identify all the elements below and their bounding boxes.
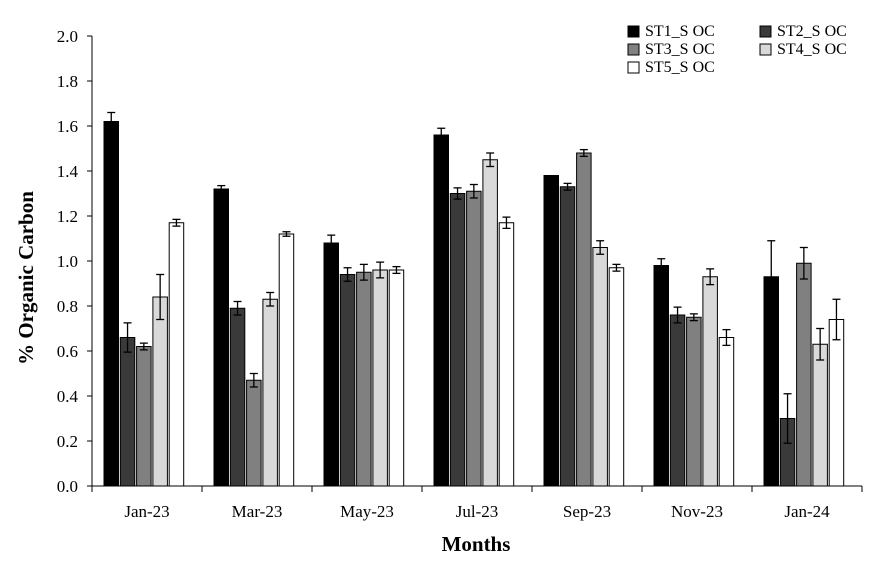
y-tick-label: 0.2 (57, 432, 78, 451)
x-tick-label: Jul-23 (456, 502, 499, 521)
x-axis: Jan-23 Mar-23 May-23 Jul-23 Sep-23 Nov-23 Jan-… (91, 485, 863, 521)
legend-label: ST1_S OC (645, 23, 715, 40)
x-tick-label: Jan-23 (124, 502, 169, 521)
bar-st4-s-oc-may-23 (372, 269, 388, 487)
x-tick-label: Sep-23 (563, 502, 611, 521)
bar-st3-s-oc-jan-23 (136, 346, 152, 487)
bar-st4-s-oc-nov-23 (702, 276, 718, 487)
bar-st2-s-oc-mar-23 (229, 307, 246, 487)
bar-st1-s-oc-jan-23 (103, 121, 119, 487)
bar-st3-s-oc-sep-23 (576, 152, 592, 487)
bar-st1-s-oc-sep-23 (543, 175, 559, 487)
y-axis: 0.0 0.2 0.4 0.6 0.8 1.0 1.2 1.4 1.6 1.8 2.0 (57, 27, 93, 496)
bar-st3-s-oc-mar-23 (246, 379, 262, 487)
bar-st5-s-oc-jan-23 (168, 222, 185, 487)
bar-st5-s-oc-jul-23 (498, 222, 515, 487)
x-tick-label: Mar-23 (232, 502, 283, 521)
bar-st4-s-oc-mar-23 (262, 298, 278, 487)
legend-label: ST2_S OC (777, 23, 847, 40)
y-tick-label: 1.4 (57, 162, 79, 181)
bar-st5-s-oc-may-23 (388, 269, 405, 487)
legend-swatch (759, 43, 772, 56)
bar-st3-s-oc-may-23 (356, 271, 372, 487)
y-tick-label: 1.2 (57, 207, 78, 226)
x-tick-label: Jan-24 (784, 502, 830, 521)
bar-st4-s-oc-jan-23 (152, 296, 168, 487)
bar-st2-s-oc-may-23 (339, 274, 356, 487)
bar-st2-s-oc-jan-23 (119, 337, 136, 487)
legend-swatch (759, 25, 772, 38)
y-tick-label: 1.8 (57, 72, 78, 91)
bar-st4-s-oc-jul-23 (482, 159, 498, 487)
bar-st5-s-oc-jan-24 (828, 319, 845, 487)
bar-st5-s-oc-nov-23 (718, 337, 735, 487)
bar-st3-s-oc-nov-23 (686, 316, 702, 487)
y-tick-label: 1.0 (57, 252, 78, 271)
y-tick-label: 0.8 (57, 297, 78, 316)
y-tick-label: 2.0 (57, 27, 78, 46)
bar-st2-s-oc-jul-23 (449, 193, 466, 487)
bar-st5-s-oc-mar-23 (278, 233, 295, 487)
legend-swatch (627, 61, 640, 74)
bar-st3-s-oc-jul-23 (466, 190, 482, 487)
x-tick-label: Nov-23 (671, 502, 723, 521)
legend-label: ST3_S OC (645, 41, 715, 58)
legend-swatch (627, 25, 640, 38)
y-tick-label: 0.6 (57, 342, 78, 361)
x-axis-title: Months (442, 532, 511, 556)
legend-label: ST4_S OC (777, 41, 847, 58)
bar-st4-s-oc-sep-23 (592, 247, 608, 487)
x-tick-label: May-23 (340, 502, 394, 521)
y-tick-label: 0.4 (57, 387, 79, 406)
bar-st3-s-oc-jan-24 (796, 262, 812, 487)
bars (103, 111, 845, 487)
y-axis-title: % Organic Carbon (14, 191, 38, 365)
bar-st1-s-oc-jul-23 (433, 134, 449, 487)
bar-st1-s-oc-may-23 (323, 242, 339, 487)
y-tick-label: 0.0 (57, 477, 78, 496)
bar-st1-s-oc-mar-23 (213, 188, 229, 487)
legend-label: ST5_S OC (645, 59, 715, 76)
y-tick-label: 1.6 (57, 117, 78, 136)
bar-st1-s-oc-nov-23 (653, 265, 669, 487)
bar-st4-s-oc-jan-24 (812, 343, 828, 487)
bar-st2-s-oc-nov-23 (669, 314, 686, 487)
legend-swatch (627, 43, 640, 56)
legend: ST1_S OC ST2_S OC ST3_S OC ST4_S OC ST5_S OC (627, 23, 847, 76)
bar-st2-s-oc-sep-23 (559, 186, 576, 487)
bar-st5-s-oc-sep-23 (608, 267, 625, 487)
